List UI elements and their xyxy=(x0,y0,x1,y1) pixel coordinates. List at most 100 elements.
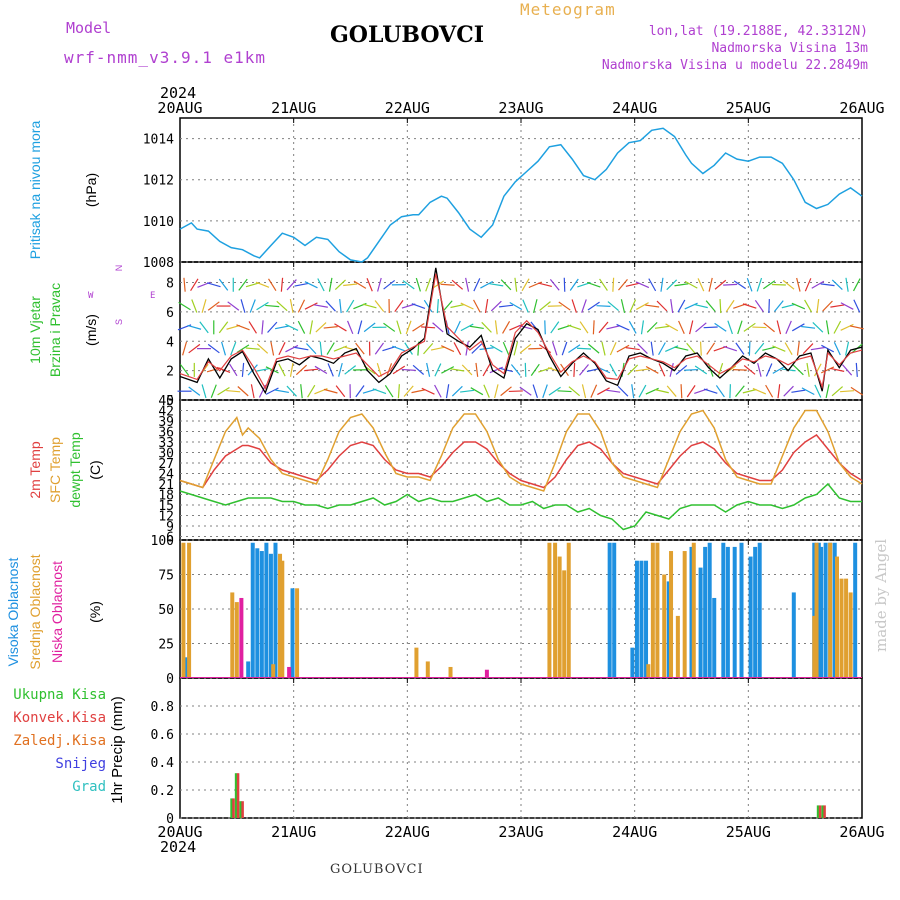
wind-arrow xyxy=(482,363,491,377)
wind-arrow xyxy=(675,364,688,375)
wind-arrow xyxy=(806,362,810,377)
cloud-bar-mid xyxy=(234,602,239,678)
wind-arrow xyxy=(346,320,354,335)
wind-arrow xyxy=(645,304,660,308)
wind-arrow xyxy=(538,282,552,288)
wind-arrow xyxy=(473,278,481,292)
wind-unit: (m/s) xyxy=(83,314,99,346)
cloud-bar-high xyxy=(791,592,796,678)
wind-arrow xyxy=(742,303,757,309)
wind-arrow xyxy=(684,302,698,310)
wind-arrow xyxy=(319,341,323,356)
wind-arrow xyxy=(227,301,240,311)
wind-arrow xyxy=(300,384,303,399)
wind-arrow xyxy=(599,278,608,291)
cloud-bar-mid xyxy=(650,542,655,678)
wind-arrow xyxy=(666,385,677,397)
wind-arrow xyxy=(304,368,319,372)
cloud-bar-mid xyxy=(691,542,696,678)
wind-arrow xyxy=(304,281,318,289)
wind-arrow xyxy=(686,385,696,398)
model-label: Model xyxy=(66,19,112,37)
wind-arrow xyxy=(190,278,199,292)
wind-arrow xyxy=(733,280,747,290)
wind-arrow xyxy=(207,343,220,354)
wind-arrow xyxy=(374,300,385,312)
cloud-bar-high xyxy=(183,657,188,678)
wind-arrow xyxy=(188,343,201,354)
wind-arrow xyxy=(270,341,275,356)
wind-arrow xyxy=(265,387,279,395)
wind-arrow xyxy=(581,299,587,313)
wind-arrow xyxy=(725,299,735,313)
wind-arrow xyxy=(280,277,284,292)
cloud-label-mid: Srednja Oblacnost xyxy=(27,554,43,669)
wind-arrow xyxy=(519,343,532,354)
wind-arrow xyxy=(510,364,521,376)
wind-arrow xyxy=(411,303,426,310)
wind-arrow xyxy=(609,341,617,356)
wind-label-1: 10m Vjetar xyxy=(27,296,43,364)
cloud-bar-high xyxy=(707,542,712,678)
wind-arrow xyxy=(694,365,708,375)
wind-arrow xyxy=(314,365,328,375)
wind-arrow xyxy=(678,320,685,334)
wind-arrow xyxy=(645,387,659,395)
wind-arrow xyxy=(346,299,355,313)
wind-arrow xyxy=(801,387,815,396)
cloud-bar-mid xyxy=(828,542,833,678)
wind-arrow xyxy=(820,366,835,374)
cloud-bar-high xyxy=(757,542,762,678)
wind-arrow xyxy=(305,343,317,355)
x-tick-label-bottom: 24AUG xyxy=(612,823,657,841)
x-tick-label-bottom: 23AUG xyxy=(498,823,543,841)
wind-arrow xyxy=(248,321,257,334)
wind-arrow xyxy=(754,342,765,355)
wind-arrow xyxy=(470,387,484,396)
wind-arrow xyxy=(436,299,439,314)
wind-arrow xyxy=(374,342,385,355)
panel-frame-precip xyxy=(179,677,863,819)
cloud-bar-high xyxy=(246,661,251,678)
wind-arrow xyxy=(484,299,489,314)
y-tick-label: 25 xyxy=(158,638,174,653)
wind-arrow xyxy=(289,362,294,377)
wind-arrow xyxy=(532,384,539,399)
wind-arrow xyxy=(581,384,587,399)
wind-arrow xyxy=(309,320,314,335)
y-tick-label: 0.6 xyxy=(151,728,174,743)
wind-arrow xyxy=(355,385,365,398)
wind-arrow xyxy=(489,344,503,353)
wind-arrow xyxy=(376,363,383,377)
wind-arrow xyxy=(240,299,246,313)
wind-arrow xyxy=(561,341,568,356)
cloud-bar-high xyxy=(630,647,635,678)
wind-arrow xyxy=(576,347,592,350)
precip-bar-total xyxy=(816,805,820,818)
wind-arrow xyxy=(620,299,626,313)
wind-arrow xyxy=(763,280,776,290)
wind-arrow xyxy=(278,363,286,377)
wind-arrow xyxy=(460,323,474,332)
wind-arrow xyxy=(450,368,465,372)
wind-arrow xyxy=(201,384,207,399)
wind-speed-line xyxy=(179,267,863,395)
wind-arrow xyxy=(762,346,777,351)
cloud-bar-high xyxy=(853,542,858,678)
y-tick-label: 12 xyxy=(158,510,174,525)
wind-arrow xyxy=(617,385,629,397)
wind-arrow xyxy=(276,300,288,312)
cloud-bar-high xyxy=(612,542,617,678)
wind-arrow xyxy=(781,303,796,309)
y-tick-label: 4 xyxy=(166,335,174,350)
wind-arrow xyxy=(571,299,577,313)
wind-arrow xyxy=(218,278,229,291)
x-tick-label-bottom: 21AUG xyxy=(271,823,316,841)
wind-arrow xyxy=(530,363,540,376)
cloud-unit: (%) xyxy=(87,601,103,623)
wind-arrow xyxy=(587,301,600,311)
cloud-bar-mid xyxy=(848,592,853,678)
meteogram-label: Meteogram xyxy=(520,0,616,19)
wind-arrow xyxy=(335,385,346,398)
wind-arrow xyxy=(757,362,762,377)
